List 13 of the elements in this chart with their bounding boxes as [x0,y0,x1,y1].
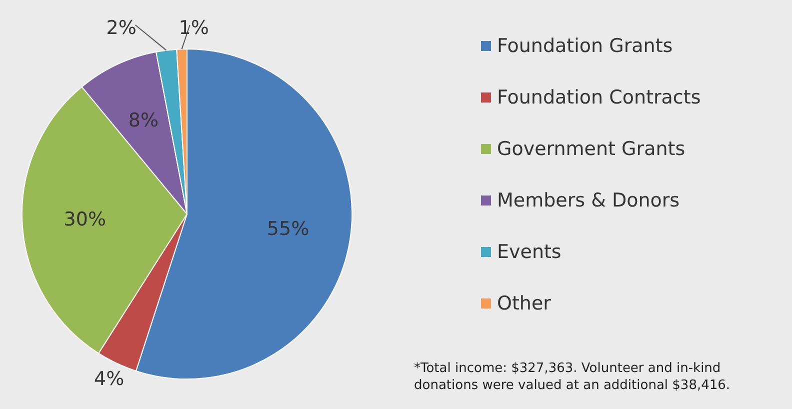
data-label: 2% [106,17,136,40]
legend-label: Members & Donors [497,190,680,212]
text: *Total income: $327,363. Volunteer and in-kind donations were valued at an additional $38,416. [414,361,730,393]
data-label: 55% [266,218,310,240]
legend-label: Foundation Grants [497,35,673,58]
data-label: 4% [94,368,124,390]
data-label: 30% [64,208,106,231]
legend-label: Other [497,292,552,315]
legend-label: Events [497,241,562,264]
data-label: 1% [178,17,209,40]
data-label: 8% [128,110,159,132]
legend-label: Government Grants [497,138,686,160]
legend-label: Foundation Contracts [497,86,701,109]
